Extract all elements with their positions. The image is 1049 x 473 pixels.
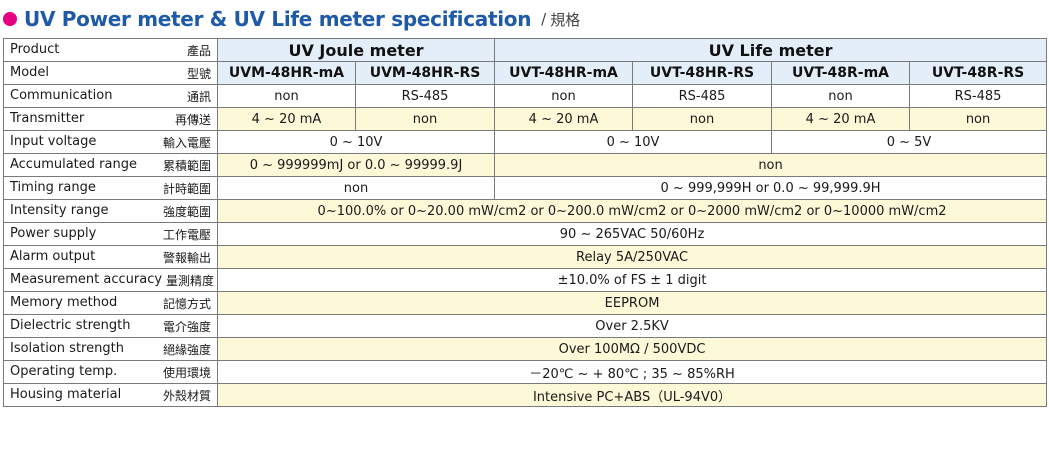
- page-subtitle: 規格: [550, 10, 581, 29]
- row-label: Dielectric strength 電介強度: [3, 314, 218, 338]
- model-cell: UVM-48HR-mA: [217, 61, 356, 85]
- table-cell: RS-485: [632, 84, 773, 108]
- table-row-input-voltage: Input voltage 輸入電壓 0 ~ 10V 0 ~ 10V 0 ~ 5V: [3, 130, 1048, 154]
- bullet-icon: [3, 12, 17, 26]
- row-label: Input voltage 輸入電壓: [3, 130, 218, 154]
- table-cell: RS-485: [909, 84, 1048, 108]
- table-cell: 0 ~ 10V: [216, 130, 496, 154]
- table-cell: non: [632, 107, 773, 131]
- row-label: Timing range 計時範圍: [3, 176, 218, 200]
- table-cell: Over 2.5KV: [216, 314, 1048, 338]
- table-row-transmitter: Transmitter 再傳送 4 ~ 20 mA non 4 ~ 20 mA n…: [3, 107, 1048, 131]
- row-label: Transmitter 再傳送: [3, 107, 218, 131]
- table-cell: RS-485: [354, 84, 496, 108]
- table-row-operating-temp: Operating temp. 使用環境 －20℃ ~ + 80℃ ; 35 ~ …: [3, 360, 1048, 384]
- table-cell: non: [771, 84, 911, 108]
- row-label: Measurement accuracy 量測精度: [3, 268, 218, 292]
- row-label: Memory method 記憶方式: [3, 291, 218, 315]
- row-label: Product 產品: [3, 38, 218, 62]
- row-label: Alarm output 警報輸出: [3, 245, 218, 269]
- table-row-alarm-output: Alarm output 警報輸出 Relay 5A/250VAC: [3, 245, 1048, 269]
- table-cell: 0 ~ 999999mJ or 0.0 ~ 99999.9J: [216, 153, 496, 177]
- table-row-communication: Communication 通訊 non RS-485 non RS-485 no…: [3, 84, 1048, 108]
- table-cell: non: [494, 84, 634, 108]
- table-row-housing-material: Housing material 外殼材質 Intensive PC+ABS（UL…: [3, 383, 1048, 407]
- table-row-memory-method: Memory method 記憶方式 EEPROM: [3, 291, 1048, 315]
- table-cell: 4 ~ 20 mA: [771, 107, 911, 131]
- table-cell: non: [217, 84, 356, 108]
- table-cell: 0 ~ 999,999H or 0.0 ~ 99,999.9H: [494, 176, 1048, 200]
- row-label: Accumulated range 累積範圍: [3, 153, 218, 177]
- page-title-bar: UV Power meter & UV Life meter specifica…: [0, 6, 1049, 32]
- model-cell: UVM-48HR-RS: [354, 61, 496, 85]
- table-row-intensity-range: Intensity range 強度範圍 0~100.0% or 0~20.00 …: [3, 199, 1048, 223]
- table-cell: 0 ~ 5V: [771, 130, 1048, 154]
- row-label: Power supply 工作電壓: [3, 222, 218, 246]
- table-row-accumulated-range: Accumulated range 累積範圍 0 ~ 999999mJ or 0.…: [3, 153, 1048, 177]
- table-cell: Relay 5A/250VAC: [216, 245, 1048, 269]
- table-cell: non: [354, 107, 496, 131]
- table-row-isolation-strength: Isolation strength 絕緣強度 Over 100MΩ / 500V…: [3, 337, 1048, 361]
- table-row-timing-range: Timing range 計時範圍 non 0 ~ 999,999H or 0.0…: [3, 176, 1048, 200]
- table-row-model: Model 型號 UVM-48HR-mA UVM-48HR-RS UVT-48HR…: [3, 61, 1048, 85]
- table-row-measurement-accuracy: Measurement accuracy 量測精度 ±10.0% of FS ± …: [3, 268, 1048, 292]
- table-cell: Intensive PC+ABS（UL-94V0）: [216, 383, 1048, 407]
- product-joule-header: UV Joule meter: [216, 38, 496, 62]
- title-separator: /: [541, 10, 547, 28]
- row-label: Housing material 外殼材質: [3, 383, 218, 407]
- table-row-product: Product 產品 UV Joule meter UV Life meter: [3, 38, 1048, 62]
- row-label: Operating temp. 使用環境: [3, 360, 218, 384]
- model-cell: UVT-48HR-mA: [494, 61, 634, 85]
- table-cell: 4 ~ 20 mA: [494, 107, 634, 131]
- table-cell: 90 ~ 265VAC 50/60Hz: [216, 222, 1048, 246]
- table-cell: 0~100.0% or 0~20.00 mW/cm2 or 0~200.0 mW…: [216, 199, 1048, 223]
- model-cell: UVT-48R-RS: [909, 61, 1048, 85]
- product-life-header: UV Life meter: [494, 38, 1048, 62]
- page-title: UV Power meter & UV Life meter specifica…: [24, 7, 532, 31]
- table-row-dielectric-strength: Dielectric strength 電介強度 Over 2.5KV: [3, 314, 1048, 338]
- spec-table: Product 產品 UV Joule meter UV Life meter M…: [3, 38, 1048, 407]
- table-cell: EEPROM: [216, 291, 1048, 315]
- model-cell: UVT-48R-mA: [771, 61, 911, 85]
- table-cell: －20℃ ~ + 80℃ ; 35 ~ 85%RH: [216, 360, 1048, 384]
- table-cell: ±10.0% of FS ± 1 digit: [216, 268, 1048, 292]
- table-row-power-supply: Power supply 工作電壓 90 ~ 265VAC 50/60Hz: [3, 222, 1048, 246]
- model-cell: UVT-48HR-RS: [632, 61, 773, 85]
- row-label: Model 型號: [3, 61, 218, 85]
- table-cell: non: [909, 107, 1048, 131]
- table-cell: Over 100MΩ / 500VDC: [216, 337, 1048, 361]
- table-cell: 4 ~ 20 mA: [217, 107, 356, 131]
- table-cell: 0 ~ 10V: [494, 130, 773, 154]
- row-label: Communication 通訊: [3, 84, 218, 108]
- table-cell: non: [494, 153, 1048, 177]
- row-label: Isolation strength 絕緣強度: [3, 337, 218, 361]
- table-cell: non: [216, 176, 496, 200]
- row-label: Intensity range 強度範圍: [3, 199, 218, 223]
